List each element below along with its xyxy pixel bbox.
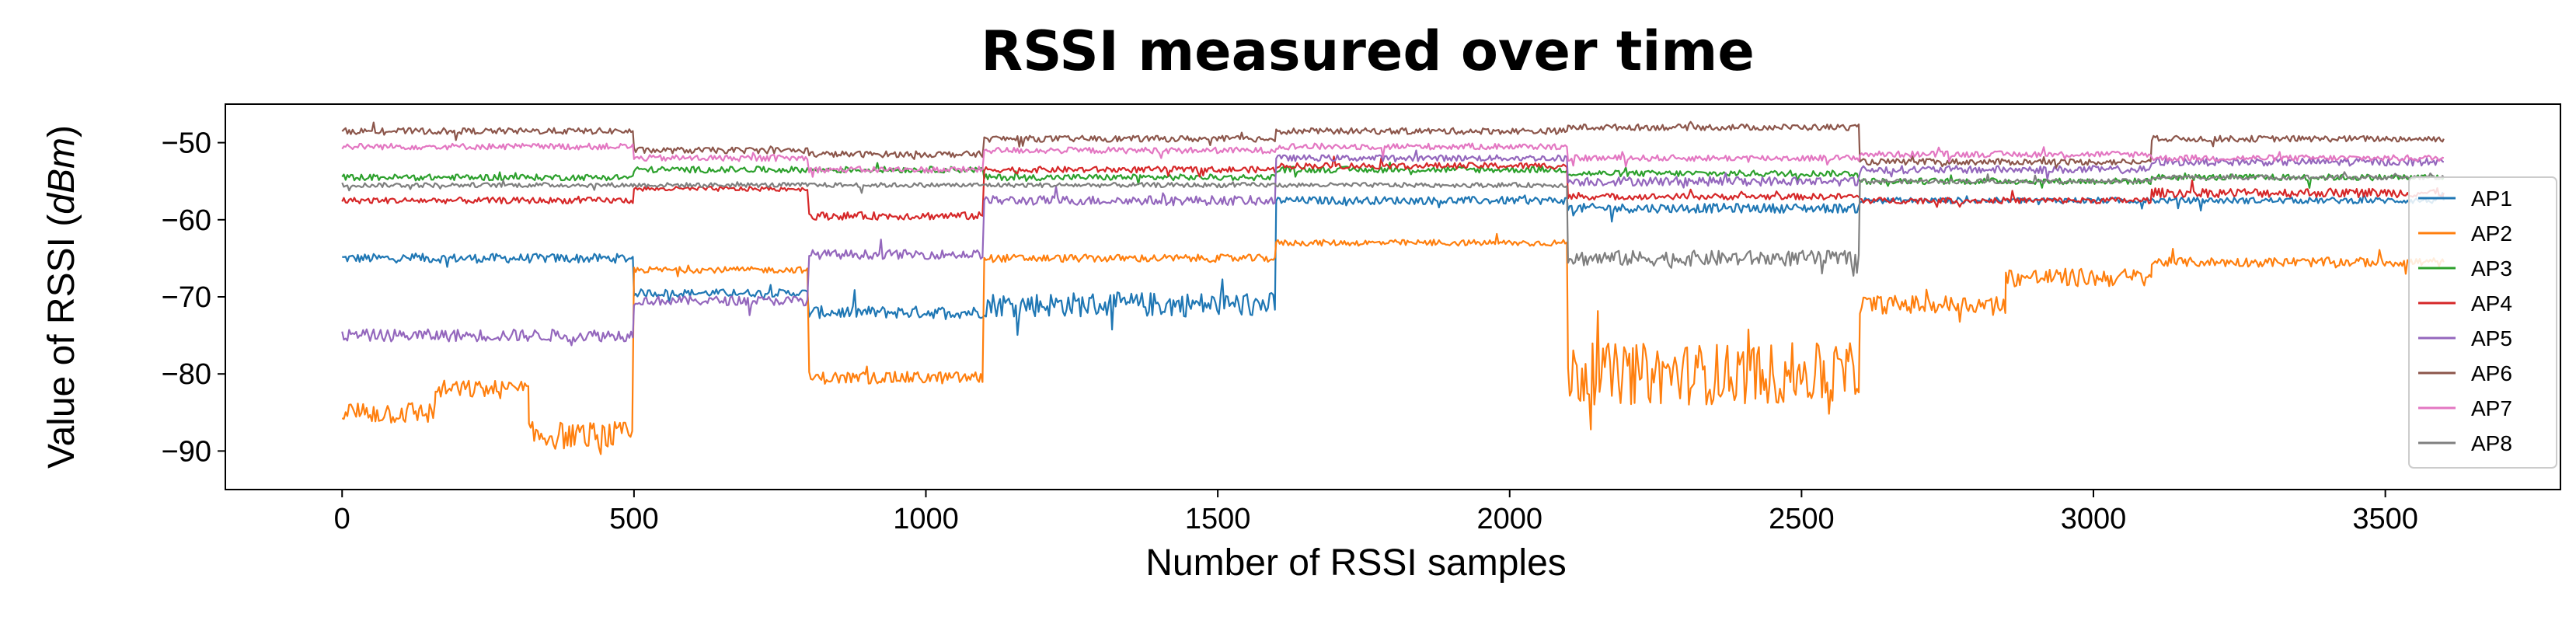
legend-label-ap4: AP4 bbox=[2471, 291, 2512, 315]
legend-label-ap3: AP3 bbox=[2471, 256, 2512, 281]
series-line-ap7 bbox=[341, 142, 2445, 178]
y-tick-label: −70 bbox=[162, 281, 211, 314]
x-tick-label: 3500 bbox=[2352, 503, 2418, 535]
y-axis-label-suffix: ) bbox=[41, 125, 82, 138]
x-tick-label: 1500 bbox=[1185, 503, 1251, 535]
legend-label-ap7: AP7 bbox=[2471, 396, 2512, 420]
legend-frame bbox=[2408, 176, 2557, 469]
chart-title: RSSI measured over time bbox=[981, 19, 1755, 83]
x-axis: 0 500 1000 1500 2000 2500 3000 3500 bbox=[334, 490, 2418, 535]
x-tick-label: 500 bbox=[609, 503, 658, 535]
x-tick-label: 3000 bbox=[2061, 503, 2127, 535]
y-tick-label: −80 bbox=[162, 358, 211, 391]
legend-label-ap5: AP5 bbox=[2471, 326, 2512, 350]
y-axis-label: Value of RSSI (dBm) bbox=[41, 125, 82, 469]
x-tick-label: 1000 bbox=[893, 503, 959, 535]
series-line-ap3 bbox=[341, 162, 2445, 189]
y-axis-label-unit: dBm bbox=[41, 138, 82, 214]
y-tick-label: −50 bbox=[162, 127, 211, 160]
x-tick-label: 0 bbox=[334, 503, 350, 535]
y-axis-label-prefix: Value of RSSI ( bbox=[41, 214, 82, 469]
legend: AP1 AP2 AP3 AP4 AP5 AP6 AP7 AP8 bbox=[2408, 176, 2557, 469]
legend-label-ap2: AP2 bbox=[2471, 221, 2512, 246]
series-line-ap5 bbox=[341, 149, 2445, 347]
y-axis: −50 −60 −70 −80 −90 bbox=[162, 127, 225, 468]
series-line-ap8 bbox=[341, 171, 2445, 277]
series-group bbox=[341, 120, 2445, 455]
x-tick-label: 2000 bbox=[1476, 503, 1542, 535]
series-line-ap2 bbox=[341, 232, 2445, 455]
y-tick-label: −90 bbox=[162, 435, 211, 468]
legend-label-ap6: AP6 bbox=[2471, 361, 2512, 385]
y-tick-label: −60 bbox=[162, 204, 211, 237]
series-line-ap1 bbox=[342, 191, 2445, 336]
series-line-ap6 bbox=[341, 120, 2445, 169]
plot-area bbox=[225, 103, 2561, 490]
series-line-ap4 bbox=[341, 155, 2445, 221]
legend-label-ap1: AP1 bbox=[2471, 186, 2512, 211]
legend-label-ap8: AP8 bbox=[2471, 431, 2512, 455]
legend-items: AP1 AP2 AP3 AP4 AP5 AP6 AP7 AP8 bbox=[2418, 186, 2512, 455]
x-tick-label: 2500 bbox=[1769, 503, 1835, 535]
x-axis-label: Number of RSSI samples bbox=[1145, 542, 1567, 584]
